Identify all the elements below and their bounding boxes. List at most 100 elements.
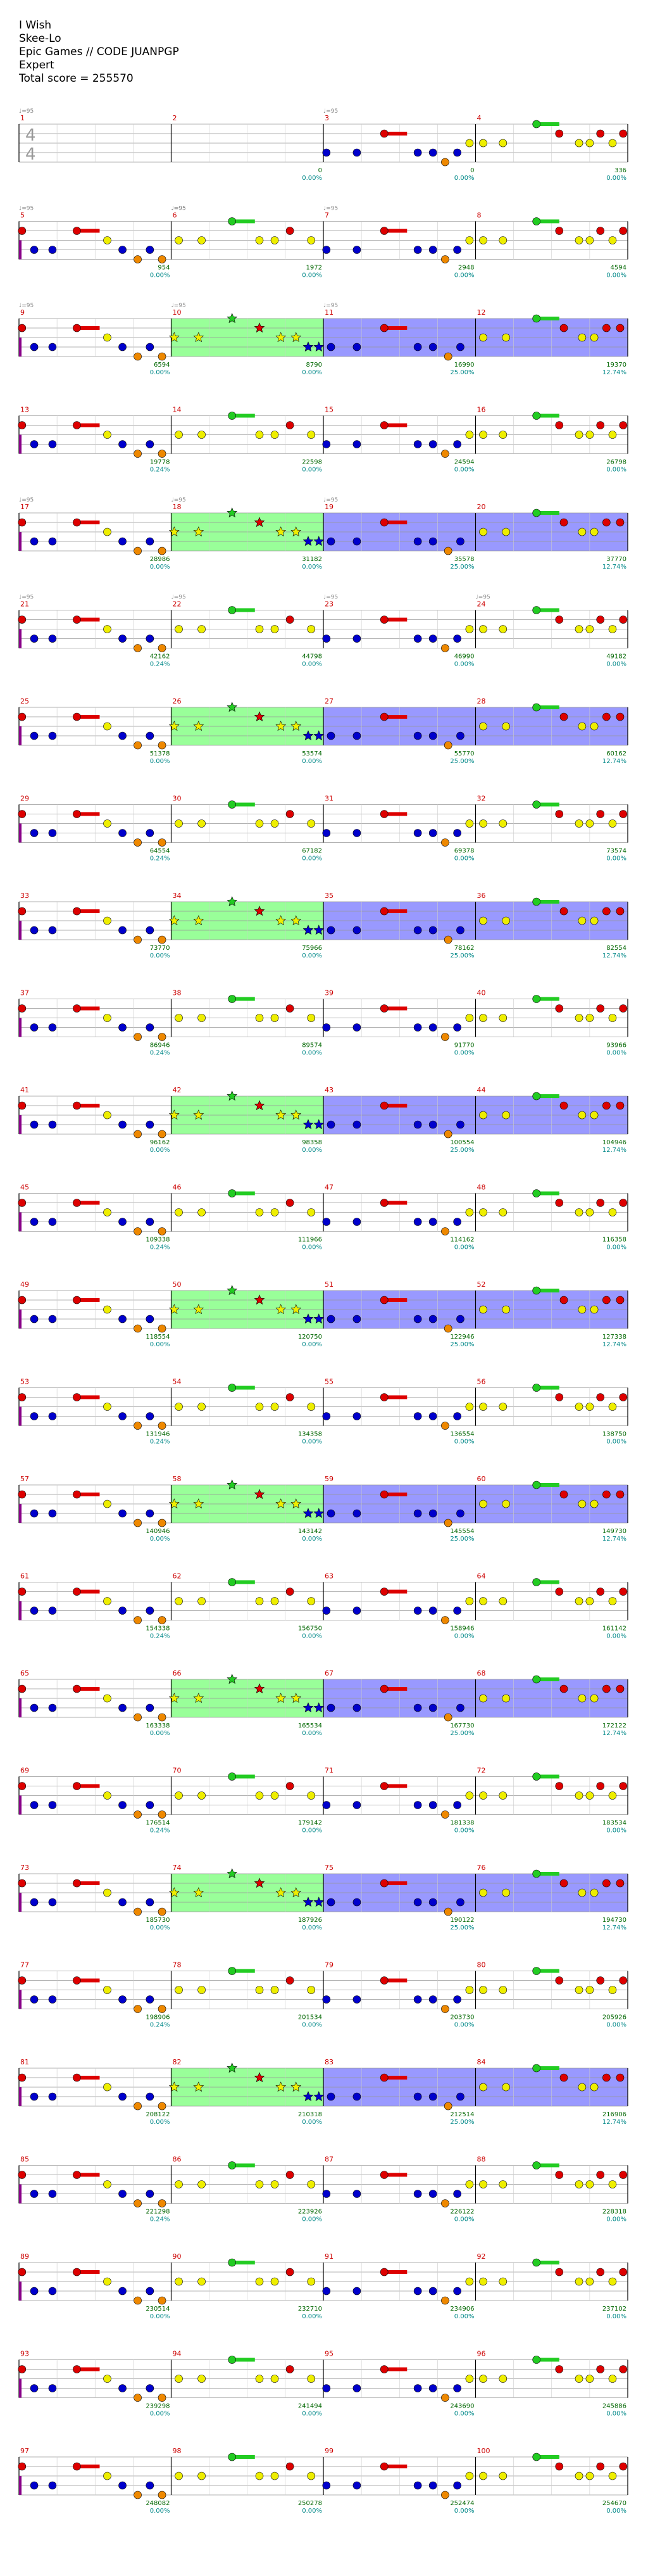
measure-percent: 0.00% bbox=[302, 856, 322, 862]
note bbox=[502, 333, 510, 342]
note bbox=[352, 343, 361, 351]
note bbox=[30, 1703, 39, 1712]
note bbox=[502, 722, 510, 731]
note bbox=[134, 1324, 142, 1333]
note bbox=[608, 1986, 617, 1994]
note bbox=[380, 1101, 389, 1110]
star-note bbox=[290, 721, 302, 731]
note bbox=[585, 1791, 594, 1800]
measure-number: 33 bbox=[20, 892, 29, 900]
measure-percent: 12.74% bbox=[602, 758, 626, 765]
measure-number: 65 bbox=[20, 1669, 29, 1677]
note bbox=[502, 1888, 510, 1897]
note bbox=[413, 1315, 422, 1323]
note bbox=[30, 2190, 39, 2198]
note bbox=[499, 1403, 508, 1411]
note bbox=[270, 1208, 279, 1216]
note bbox=[619, 2365, 628, 2373]
measure-number: 81 bbox=[20, 2058, 29, 2066]
note bbox=[48, 1120, 57, 1129]
note bbox=[499, 1597, 508, 1605]
measure-score: 172122 bbox=[602, 1722, 626, 1729]
measure-percent: 0.00% bbox=[302, 564, 322, 571]
note bbox=[30, 1607, 39, 1615]
note bbox=[479, 1694, 487, 1703]
note bbox=[578, 1500, 587, 1508]
note bbox=[465, 1986, 474, 1994]
tempo-mark: ♩=95 bbox=[171, 303, 186, 309]
star-note bbox=[302, 2091, 314, 2102]
measure-percent: 0.00% bbox=[302, 369, 322, 376]
note bbox=[18, 712, 27, 721]
measure-number: 80 bbox=[477, 1961, 486, 1969]
note bbox=[228, 995, 237, 1003]
measure-score: 55770 bbox=[454, 750, 475, 757]
measure-percent: 0.00% bbox=[454, 272, 475, 279]
note bbox=[255, 625, 264, 633]
measure-percent: 0.00% bbox=[606, 2508, 626, 2515]
note bbox=[197, 1791, 206, 1800]
note bbox=[619, 1976, 628, 1985]
note bbox=[228, 2258, 237, 2267]
note bbox=[499, 1791, 508, 1800]
note bbox=[352, 731, 361, 740]
sustain-bar bbox=[77, 812, 100, 816]
note bbox=[575, 819, 583, 828]
note bbox=[134, 2296, 142, 2305]
measure-score: 19778 bbox=[150, 459, 170, 466]
note bbox=[158, 1616, 166, 1624]
note bbox=[619, 616, 628, 624]
note bbox=[428, 1120, 437, 1129]
note bbox=[30, 440, 39, 448]
note bbox=[616, 1879, 625, 1888]
note bbox=[578, 722, 587, 731]
note bbox=[158, 2296, 166, 2305]
measure-score: 185730 bbox=[146, 1917, 170, 1924]
note bbox=[532, 897, 541, 906]
star-note bbox=[313, 925, 325, 935]
star-note bbox=[227, 1090, 238, 1101]
star-note bbox=[313, 2091, 325, 2102]
star-note bbox=[168, 1887, 180, 1898]
note bbox=[413, 1995, 422, 2004]
star-note bbox=[313, 341, 325, 352]
note bbox=[118, 731, 127, 740]
sustain-bar bbox=[232, 1191, 255, 1196]
note bbox=[285, 616, 294, 624]
note bbox=[413, 1412, 422, 1420]
measure-score: 179142 bbox=[298, 1820, 322, 1827]
note bbox=[352, 1023, 361, 1032]
measure-score: 120750 bbox=[298, 1334, 322, 1341]
measure-number: 55 bbox=[325, 1378, 333, 1386]
note bbox=[18, 2462, 27, 2471]
song-header: I Wish Skee-Lo Epic Games // CODE JUANPG… bbox=[19, 19, 179, 85]
note bbox=[158, 1130, 166, 1139]
note bbox=[559, 1296, 568, 1304]
note bbox=[590, 1305, 599, 1314]
note bbox=[103, 819, 111, 828]
measure-percent: 0.00% bbox=[302, 2508, 322, 2515]
note bbox=[532, 2258, 541, 2267]
note bbox=[327, 1898, 335, 1907]
note bbox=[428, 537, 437, 546]
star-note bbox=[275, 915, 287, 926]
star-note bbox=[302, 730, 314, 741]
note bbox=[228, 2356, 237, 2364]
note bbox=[555, 1976, 564, 1985]
note bbox=[30, 246, 39, 254]
note bbox=[307, 1403, 316, 1411]
note bbox=[413, 440, 422, 448]
note bbox=[619, 1393, 628, 1401]
note bbox=[175, 1791, 183, 1800]
note bbox=[134, 1616, 142, 1624]
staff-row bbox=[18, 2064, 628, 2111]
star-note bbox=[275, 1109, 287, 1120]
measure-percent: 12.74% bbox=[602, 369, 626, 376]
note bbox=[532, 2356, 541, 2364]
star-note bbox=[290, 915, 302, 926]
note bbox=[456, 1509, 464, 1518]
measure-percent: 0.00% bbox=[454, 1439, 475, 1446]
note bbox=[532, 217, 541, 225]
note bbox=[158, 546, 166, 555]
note bbox=[118, 1801, 127, 1809]
